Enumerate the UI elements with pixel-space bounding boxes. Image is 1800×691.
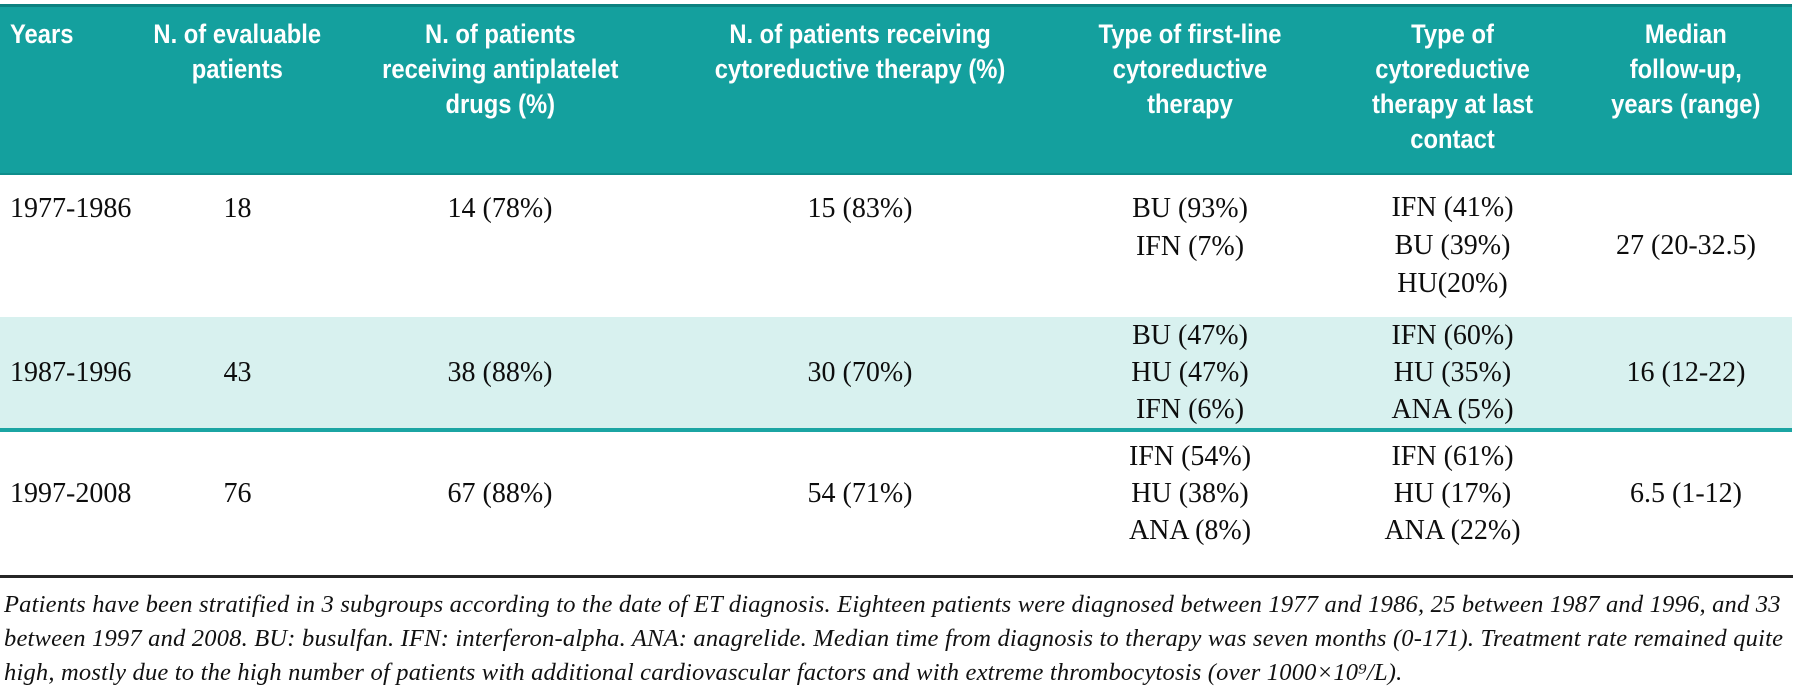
cell-median-followup: 6.5 (1-12) [1630, 478, 1742, 509]
cell-first-line-therapy: BU (93%) IFN (7%) [1132, 192, 1248, 262]
column-header-antiplatelet: N. of patients receiving antiplatelet dr… [335, 4, 665, 175]
cell-cytoreductive-pct: 15 (83%) [807, 192, 913, 224]
column-header-therapy-last-contact-label: Type of cytoreductive therapy at last co… [1371, 19, 1534, 154]
cell-first-line-therapy: IFN (54%) HU (38%) ANA (8%) [1128, 441, 1252, 546]
table-footnote: Patients have been stratified in 3 subgr… [4, 590, 1784, 686]
cell-evaluable-patients: 43 [140, 316, 335, 432]
column-header-first-line-therapy: Type of first-line cytoreductive therapy [1055, 4, 1325, 175]
cell-years: 1977-1986 [10, 192, 132, 224]
cell-antiplatelet: 67 (88%) [447, 478, 553, 509]
column-header-years: Years [0, 4, 140, 175]
column-header-cytoreductive-pct-label: N. of patients receiving cytoreductive t… [714, 19, 1006, 84]
cell-antiplatelet: 14 (78%) [447, 192, 553, 224]
cell-cytoreductive-pct: 30 (70%) [665, 316, 1055, 432]
cell-evaluable-patients: 18 [223, 192, 252, 224]
table-row: 1987-1996 43 38 (88%) 30 (70%) BU (47%) … [0, 316, 1792, 432]
column-header-cytoreductive-pct: N. of patients receiving cytoreductive t… [665, 4, 1055, 175]
column-header-evaluable-patients: N. of evaluable patients [140, 4, 335, 175]
footnote-divider-rule [0, 574, 1793, 578]
column-header-median-followup-label: Median follow-up, years (range) [1611, 19, 1761, 119]
table-header-row: Years N. of evaluable patients N. of pat… [0, 4, 1792, 175]
cell-antiplatelet: 38 (88%) [335, 316, 665, 432]
cell-evaluable-patients: 76 [223, 478, 252, 509]
cell-therapy-last-contact: IFN (41%) BU (39%) HU(20%) [1391, 191, 1514, 299]
cell-years: 1997-2008 [10, 478, 132, 509]
cell-median-followup: 27 (20-32.5) [1616, 229, 1756, 261]
cell-therapy-last-contact: IFN (61%) HU (17%) ANA (22%) [1384, 441, 1521, 546]
table-row: 1977-1986 18 14 (78%) 15 (83%) BU (93%) … [0, 174, 1792, 317]
cell-first-line-therapy: BU (47%) HU (47%) IFN (6%) [1055, 316, 1325, 432]
column-header-therapy-last-contact: Type of cytoreductive therapy at last co… [1325, 4, 1580, 175]
cell-years: 1987-1996 [0, 316, 140, 432]
table-row: 1997-2008 76 67 (88%) 54 (71%) IFN (54%)… [0, 430, 1792, 556]
column-header-years-label: Years [10, 19, 74, 49]
cell-cytoreductive-pct: 54 (71%) [807, 478, 913, 509]
patients-stratification-table: Years N. of evaluable patients N. of pat… [0, 4, 1792, 556]
cell-therapy-last-contact: IFN (60%) HU (35%) ANA (5%) [1325, 316, 1580, 432]
cell-median-followup: 16 (12-22) [1580, 316, 1792, 432]
column-header-first-line-therapy-label: Type of first-line cytoreductive therapy [1098, 19, 1282, 119]
column-header-evaluable-patients-label: N. of evaluable patients [153, 19, 322, 84]
column-header-median-followup: Median follow-up, years (range) [1580, 4, 1792, 175]
column-header-antiplatelet-label: N. of patients receiving antiplatelet dr… [381, 19, 619, 119]
